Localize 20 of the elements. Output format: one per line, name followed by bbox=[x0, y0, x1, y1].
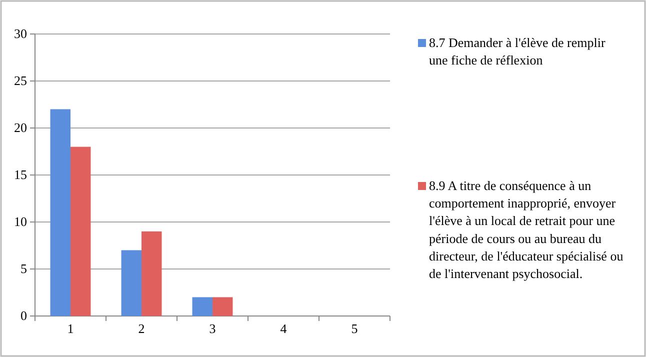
y-tick-label: 30 bbox=[14, 26, 27, 42]
bar bbox=[142, 231, 162, 316]
bar bbox=[212, 297, 233, 316]
y-tick-label: 0 bbox=[20, 308, 27, 324]
y-tick-label: 15 bbox=[14, 167, 27, 182]
y-tick-label: 10 bbox=[14, 214, 27, 230]
bar bbox=[70, 146, 91, 316]
x-tick-label: 3 bbox=[209, 321, 216, 336]
bar bbox=[192, 297, 212, 316]
x-tick-label: 1 bbox=[67, 321, 74, 336]
x-tick-label: 5 bbox=[351, 321, 358, 336]
y-tick-label: 5 bbox=[20, 261, 27, 276]
bar bbox=[121, 250, 142, 316]
legend-label: 8.9 A titre de conséquence à un comportement inapproprié, envoyer l'élève à un local de retrait pour une période de cours ou au bureau du directeur, de l'éducateur spécialisé ou de l'intervenant psychosocial. bbox=[429, 178, 624, 281]
x-tick-label: 4 bbox=[280, 321, 288, 336]
y-tick-label: 20 bbox=[14, 120, 27, 136]
bar bbox=[50, 109, 70, 316]
y-tick-label: 25 bbox=[14, 73, 27, 88]
legend-label: 8.7 Demander à l'élève de remplir une fiche de réflexion bbox=[429, 35, 606, 68]
x-tick-label: 2 bbox=[138, 321, 145, 336]
